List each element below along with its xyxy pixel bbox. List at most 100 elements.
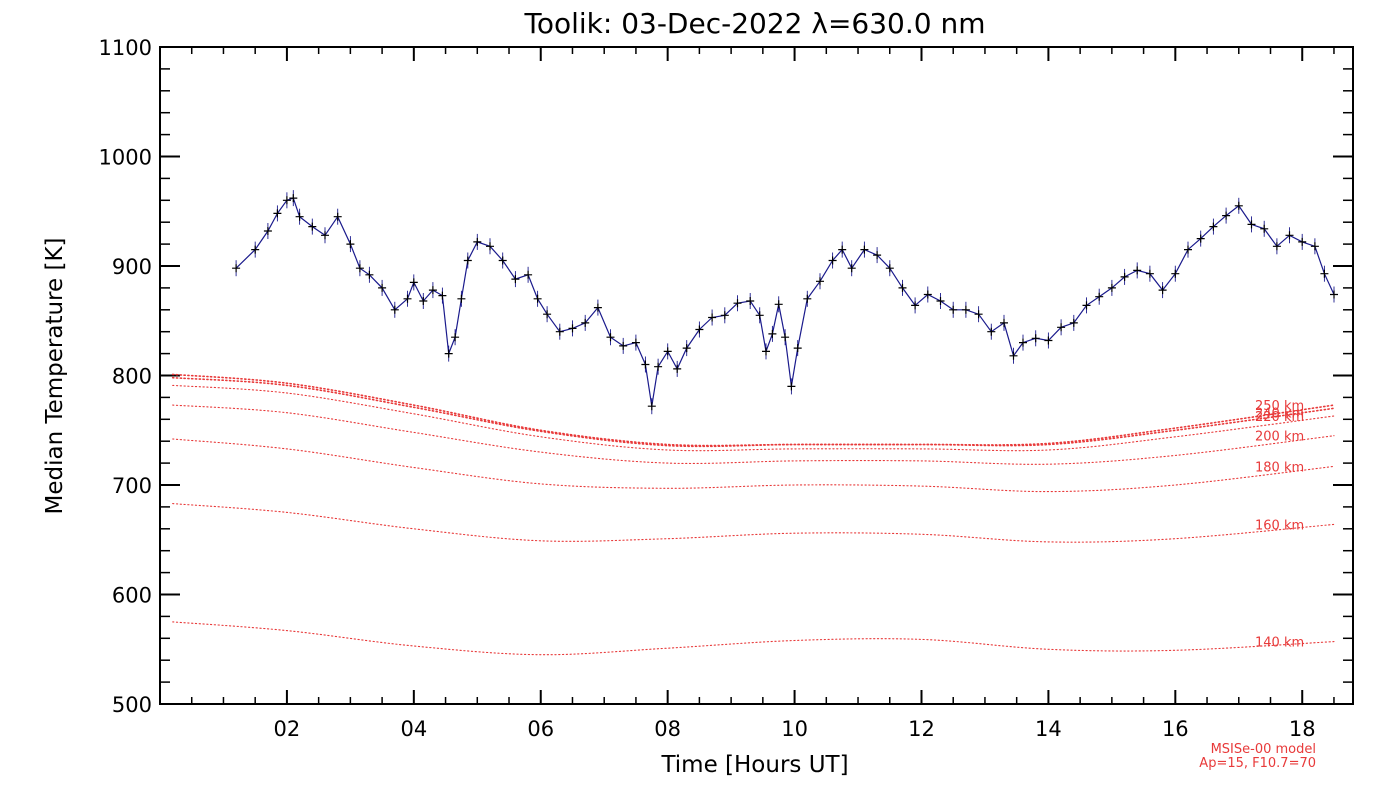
data-point-marker bbox=[619, 341, 628, 350]
data-point-marker bbox=[673, 364, 682, 373]
data-point-marker bbox=[860, 245, 869, 254]
data-point-marker bbox=[593, 303, 602, 312]
data-point-marker bbox=[1107, 283, 1116, 292]
data-point-marker bbox=[1009, 351, 1018, 360]
x-tick-label: 16 bbox=[1162, 717, 1189, 741]
data-point-marker bbox=[828, 256, 837, 265]
data-point-marker bbox=[533, 294, 542, 303]
data-point-marker bbox=[581, 318, 590, 327]
data-point-marker bbox=[1260, 224, 1269, 233]
x-tick-label: 14 bbox=[1035, 717, 1062, 741]
data-point-marker bbox=[746, 297, 755, 305]
data-point-marker bbox=[838, 245, 847, 254]
model-altitude-label: 140 km bbox=[1255, 636, 1304, 651]
x-tick-label: 08 bbox=[654, 717, 681, 741]
data-point-marker bbox=[365, 270, 374, 279]
data-point-marker bbox=[654, 362, 663, 371]
data-point-marker bbox=[936, 297, 945, 305]
data-point-marker bbox=[1133, 266, 1142, 275]
data-point-marker bbox=[346, 240, 355, 249]
data-point-marker bbox=[1272, 242, 1281, 251]
data-point-marker bbox=[1298, 237, 1307, 246]
data-point-marker bbox=[543, 310, 552, 319]
data-point-marker bbox=[1031, 334, 1040, 343]
data-point-marker bbox=[847, 264, 856, 273]
data-point-marker bbox=[873, 251, 882, 260]
data-point-marker bbox=[733, 299, 742, 308]
data-point-marker bbox=[1222, 211, 1231, 220]
data-point-marker bbox=[289, 194, 298, 203]
data-point-marker bbox=[663, 347, 672, 356]
x-tick-label: 12 bbox=[908, 717, 935, 741]
model-curve bbox=[172, 503, 1335, 543]
model-altitude-label: 240 km bbox=[1255, 406, 1304, 421]
data-point-marker bbox=[409, 278, 418, 287]
data-point-marker bbox=[1000, 318, 1008, 327]
data-point-marker bbox=[355, 264, 364, 273]
data-point-marker bbox=[1057, 323, 1066, 332]
data-point-marker bbox=[641, 360, 650, 369]
model-altitude-label: 180 km bbox=[1255, 460, 1304, 475]
data-point-marker bbox=[1171, 269, 1180, 278]
data-point-marker bbox=[631, 338, 640, 347]
data-point-marker bbox=[803, 294, 812, 303]
data-point-marker bbox=[308, 222, 317, 231]
x-tick-label: 02 bbox=[274, 717, 301, 741]
data-point-marker bbox=[555, 327, 564, 336]
data-point-marker bbox=[1209, 222, 1218, 231]
data-point-marker bbox=[282, 196, 291, 205]
data-point-marker bbox=[524, 270, 533, 279]
model-altitude-label: 200 km bbox=[1255, 430, 1304, 445]
data-point-marker bbox=[295, 212, 304, 221]
model-note-line2: Ap=15, F10.7=70 bbox=[1199, 756, 1316, 771]
data-point-marker bbox=[1120, 272, 1129, 281]
model-curve bbox=[172, 438, 1335, 493]
data-point-marker bbox=[1247, 220, 1256, 229]
data-point-marker bbox=[961, 305, 970, 314]
data-point-marker bbox=[898, 283, 907, 292]
y-tick-label: 900 bbox=[112, 255, 152, 279]
data-point-marker bbox=[1285, 231, 1294, 240]
data-point-marker bbox=[333, 212, 342, 221]
data-point-marker bbox=[606, 333, 615, 342]
data-point-marker bbox=[911, 301, 920, 310]
data-point-marker bbox=[762, 347, 770, 356]
data-point-marker bbox=[568, 324, 577, 333]
x-tick-label: 06 bbox=[527, 717, 554, 741]
data-point-marker bbox=[793, 344, 802, 353]
data-point-marker bbox=[720, 311, 729, 320]
data-point-marker bbox=[1019, 338, 1027, 347]
data-point-marker bbox=[403, 294, 412, 303]
x-tick-label: 04 bbox=[400, 717, 427, 741]
data-point-marker bbox=[444, 349, 453, 358]
data-point-marker bbox=[321, 231, 329, 240]
data-point-marker bbox=[251, 245, 260, 254]
data-point-marker bbox=[1044, 336, 1053, 345]
data-point-marker bbox=[816, 277, 824, 286]
chart-title: Toolik: 03-Dec-2022 λ=630.0 nm bbox=[523, 7, 985, 40]
data-point-marker bbox=[1310, 242, 1319, 251]
data-point-marker bbox=[273, 209, 282, 218]
model-curve bbox=[171, 376, 1335, 448]
data-point-marker bbox=[774, 300, 783, 309]
data-point-marker bbox=[1069, 318, 1078, 327]
data-point-marker bbox=[1082, 301, 1091, 310]
data-point-marker bbox=[1196, 234, 1205, 243]
data-point-marker bbox=[647, 402, 656, 411]
data-point-marker bbox=[949, 305, 958, 314]
data-point-marker bbox=[682, 344, 691, 353]
model-curve bbox=[172, 621, 1335, 656]
data-point-marker bbox=[378, 283, 387, 292]
data-point-marker bbox=[463, 256, 472, 265]
model-altitude-label: 160 km bbox=[1255, 518, 1304, 533]
plot-frame bbox=[159, 46, 1354, 705]
x-axis-label: Time [Hours UT] bbox=[660, 752, 848, 778]
data-point-marker bbox=[438, 291, 447, 300]
data-point-marker bbox=[457, 294, 466, 303]
model-altitude-label: 250 km bbox=[1255, 399, 1304, 414]
data-point-marker bbox=[232, 264, 241, 273]
y-tick-label: 1000 bbox=[99, 146, 152, 170]
data-point-marker bbox=[473, 237, 482, 246]
model-curve bbox=[172, 404, 1335, 465]
